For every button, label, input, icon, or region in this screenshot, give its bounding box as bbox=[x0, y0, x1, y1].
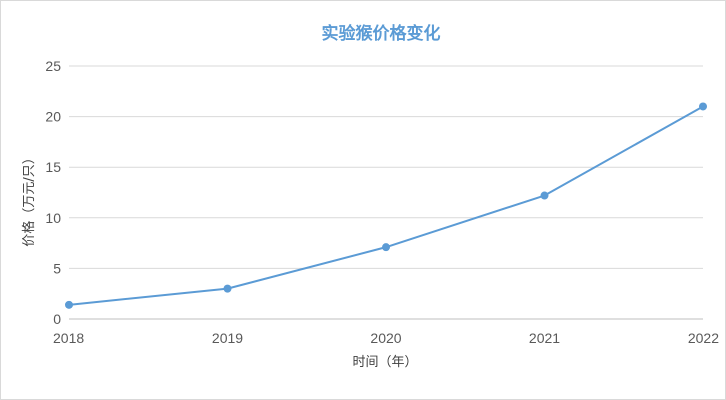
data-points bbox=[65, 102, 707, 309]
x-tick-label: 2018 bbox=[53, 330, 84, 346]
data-point bbox=[540, 191, 549, 200]
y-tick-label: 15 bbox=[45, 159, 61, 175]
y-tick-label: 0 bbox=[53, 311, 61, 327]
chart-title: 实验猴价格变化 bbox=[322, 23, 441, 44]
x-axis-title: 时间（年） bbox=[352, 355, 417, 370]
x-tick-label: 2019 bbox=[212, 330, 243, 346]
data-point bbox=[223, 284, 232, 293]
y-tick-label: 25 bbox=[45, 58, 61, 74]
y-tick-label: 20 bbox=[45, 109, 61, 125]
data-point bbox=[382, 243, 390, 252]
y-tick-label: 5 bbox=[53, 260, 61, 276]
y-tick-labels: 0 5 10 15 20 25 bbox=[45, 58, 61, 327]
data-point bbox=[699, 102, 707, 111]
series-line bbox=[68, 105, 704, 306]
data-point bbox=[65, 300, 73, 309]
x-tick-label: 2020 bbox=[370, 330, 401, 346]
gridlines bbox=[69, 65, 703, 320]
x-tick-label: 2021 bbox=[529, 330, 560, 346]
x-tick-label: 2022 bbox=[688, 330, 719, 346]
y-axis-title: 价格（万元/只） bbox=[21, 151, 37, 246]
x-tick-labels: 2018 2019 2020 2021 2022 bbox=[53, 330, 719, 346]
y-tick-label: 10 bbox=[45, 210, 61, 226]
